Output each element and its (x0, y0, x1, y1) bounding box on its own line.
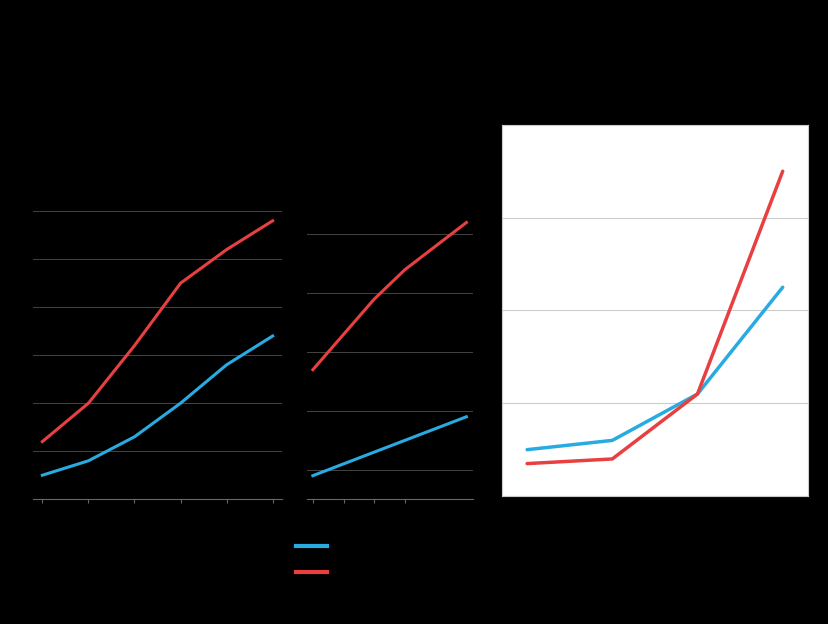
Legend: , : , (291, 534, 339, 586)
Text: millions): millions) (730, 100, 807, 118)
